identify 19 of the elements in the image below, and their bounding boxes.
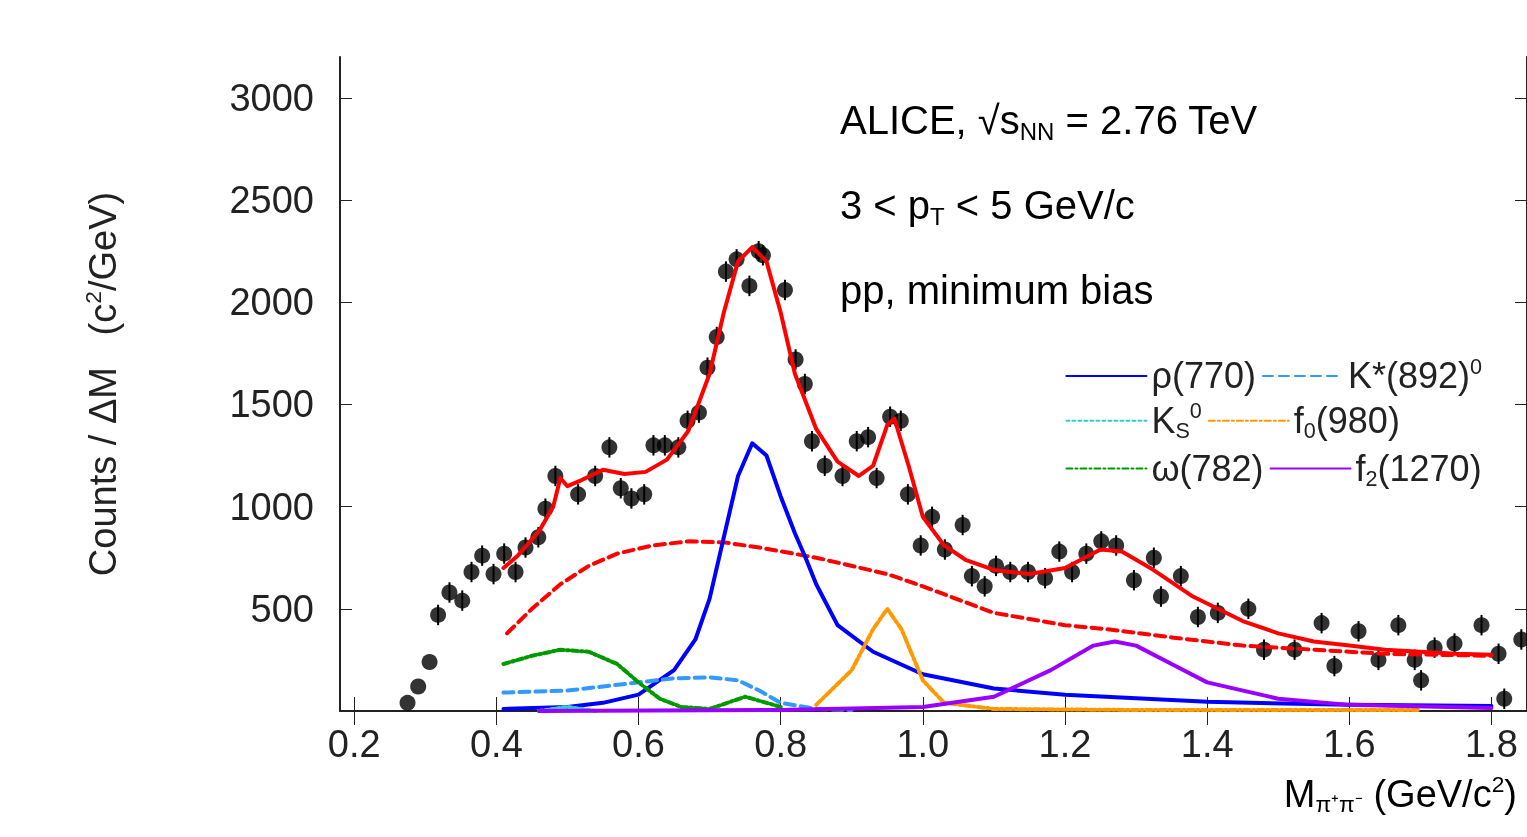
y-tick-label: 2000 [229, 281, 314, 324]
legend-label: ρ(770) [1151, 355, 1256, 397]
y-tick-label: 500 [250, 587, 314, 630]
y-tick-label: 1500 [229, 383, 314, 426]
x-tick-label: 1.4 [1180, 723, 1234, 765]
x-tick-label: 1.8 [1465, 723, 1518, 765]
legend-label: ω(782) [1151, 448, 1264, 490]
x-tick-label: 0.2 [327, 723, 381, 765]
y-axis-title: Counts / ΔM (c2/GeV) [79, 191, 125, 577]
x-tick-label: 1.0 [896, 723, 950, 765]
y-tick-label: 1000 [229, 485, 314, 528]
y-tick-label: 2500 [229, 179, 314, 222]
x-tick-label: 0.8 [754, 723, 808, 765]
x-tick-label: 1.6 [1322, 723, 1376, 765]
annotation: pp, minimum bias [840, 268, 1154, 312]
x-tick-label: 1.2 [1038, 723, 1092, 765]
x-tick-label: 0.4 [469, 723, 523, 765]
y-tick-label: 3000 [229, 76, 314, 119]
x-tick-label: 0.6 [612, 723, 665, 765]
